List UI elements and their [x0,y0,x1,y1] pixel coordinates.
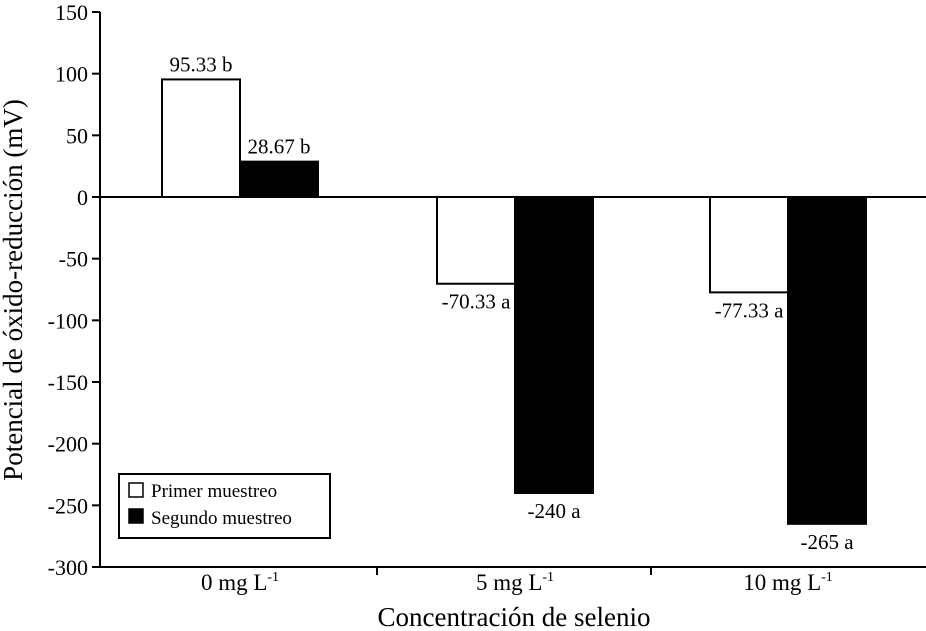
legend: Primer muestreo Segundo muestreo [118,473,331,539]
bar-primer-0 [161,78,241,198]
bar-segundo-1 [514,196,594,494]
legend-box [118,473,331,539]
legend-swatch-primer-icon [128,482,144,498]
data-label-primer-2: -77.33 a [715,298,784,322]
y-tick-label-6: -150 [48,370,88,395]
y-tick-label-4: -50 [59,247,88,272]
y-tick-label-2: 50 [66,123,88,148]
legend-label-segundo: Segundo muestreo [151,508,292,529]
x-tick-label-1: 5 mg L-1 [476,570,554,595]
data-label-segundo-1: -240 a [527,499,581,523]
y-tick-label-5: -100 [48,308,88,333]
data-label-primer-0: 95.33 b [170,52,233,76]
y-tick-label-0: 150 [55,0,88,25]
bar-primer-1 [436,196,516,285]
y-tick-label-3: 0 [77,185,88,210]
legend-swatch-segundo-icon [128,508,144,524]
y-tick-label-8: -250 [48,493,88,518]
x-axis-title: Concentración de selenio [378,602,651,631]
y-tick-label-1: 100 [55,62,88,87]
axes-layer: 150 100 50 0 -50 -100 -150 -200 -250 -300 0 mg L-1… [48,0,926,595]
y-axis-title: Potencial de óxido-reducción (mV) [0,99,28,481]
y-tick-label-9: -300 [48,555,88,580]
x-tick-label-0: 0 mg L-1 [201,570,279,595]
bar-primer-2 [709,196,789,294]
data-label-segundo-2: -265 a [800,530,854,554]
bar-segundo-2 [787,196,867,525]
labels-layer: 95.33 b -70.33 a -77.33 a 28.67 b -240 a -265… [170,52,855,553]
legend-label-primer: Primer muestreo [151,481,277,502]
data-label-primer-1: -70.33 a [442,290,511,314]
y-tick-label-7: -200 [48,432,88,457]
bar-segundo-0 [239,160,319,198]
data-label-segundo-0: 28.67 b [248,135,311,159]
x-tick-label-2: 10 mg L-1 [743,570,833,595]
